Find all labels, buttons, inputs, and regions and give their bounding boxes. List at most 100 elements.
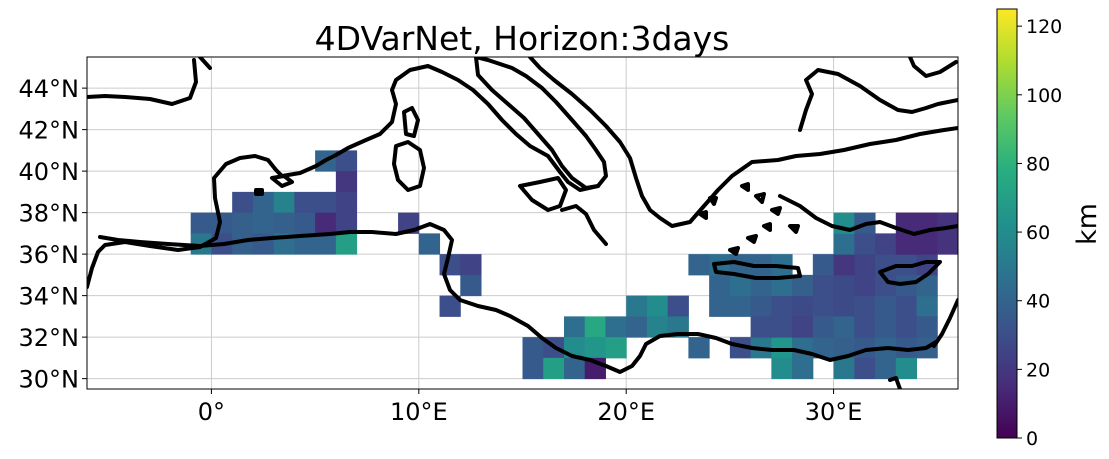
coastline-balkans: [528, 57, 958, 228]
heatmap-cell: [854, 316, 876, 338]
heatmap-cell: [626, 295, 648, 317]
heatmap-cell: [895, 274, 918, 297]
colorbar-label: km: [1072, 203, 1103, 245]
heatmap-cell: [460, 254, 482, 276]
heatmap-cell: [750, 274, 772, 297]
heatmap-cell: [563, 357, 586, 380]
colorbar-tick-label: 40: [1026, 291, 1050, 313]
colorbar-tick-label: 60: [1026, 222, 1050, 244]
heatmap-cell: [232, 212, 254, 234]
heatmap-cell: [812, 295, 835, 317]
colorbar-tick-label: 120: [1026, 16, 1062, 38]
heatmap-cell: [833, 316, 855, 338]
heatmap-cell: [605, 316, 627, 338]
coastline-sardinia: [392, 140, 426, 192]
heatmap-cell: [460, 274, 482, 297]
heatmap-cell: [605, 337, 627, 359]
heatmap-cell: [335, 212, 358, 234]
heatmap-cell: [543, 357, 565, 380]
coastline-crete: [712, 260, 802, 280]
heatmap-cell: [729, 274, 752, 297]
heatmap-cell: [771, 357, 793, 380]
heatmap-cell: [294, 212, 316, 234]
heatmap-cell: [833, 357, 855, 380]
heatmap-cell: [812, 254, 835, 276]
heatmap-cell: [916, 316, 938, 338]
heatmap-cell: [812, 316, 835, 338]
coastline-iberia-france: [87, 57, 608, 289]
heatmap-cell: [646, 295, 669, 317]
colorbar-tick-label: 80: [1026, 153, 1050, 175]
heatmap-cell: [792, 357, 814, 380]
plot-frame: [86, 56, 959, 390]
heatmap-cell: [273, 212, 295, 234]
colorbar-tick-label: 20: [1026, 359, 1050, 381]
heatmap-cell: [895, 295, 918, 317]
heatmap-cell: [688, 254, 710, 276]
heatmap-cell: [916, 233, 938, 255]
heatmap-cell: [584, 316, 606, 338]
heatmap-cell: [771, 274, 793, 297]
heatmap-cell: [895, 357, 918, 380]
heatmap-cell: [750, 316, 772, 338]
y-tick-label: 36°N: [19, 241, 80, 269]
heatmap-cell: [750, 295, 772, 317]
heatmap-cell: [232, 191, 254, 214]
x-tick-label: 30°E: [805, 398, 863, 426]
heatmap-cell: [709, 295, 731, 317]
heatmap-cell: [771, 316, 793, 338]
heatmap-cell: [335, 150, 358, 172]
heatmap-cell: [833, 337, 855, 359]
coastline-north-africa: [98, 222, 938, 374]
heatmap-cell: [252, 191, 275, 214]
heatmap-cell: [335, 191, 358, 214]
heatmap-cell: [709, 274, 731, 297]
heatmap-cell: [833, 274, 855, 297]
heatmap-cell: [792, 274, 814, 297]
heatmap-cell: [937, 233, 958, 255]
heatmap-cell: [771, 295, 793, 317]
heatmap-cell: [792, 295, 814, 317]
coastline-nile-delta: [888, 376, 902, 389]
heatmap-cell: [418, 233, 441, 255]
heatmap-cell: [190, 212, 212, 234]
heatmap-cell: [273, 191, 295, 214]
heatmap-cell: [895, 316, 918, 338]
heatmap-cell: [315, 212, 337, 234]
heatmap-cell: [522, 357, 544, 380]
coastline-italy: [474, 57, 608, 246]
heatmap-cell: [294, 233, 316, 255]
heatmap-cell: [875, 233, 897, 255]
y-tick-label: 30°N: [19, 366, 80, 394]
y-ticks: 30°N 32°N 34°N 36°N 38°N 40°N 42°N 44°N: [19, 75, 87, 394]
heatmap-cell: [792, 316, 814, 338]
coastline-turkey-levant: [778, 194, 958, 348]
heatmap-cell: [315, 191, 337, 214]
coastline-aegean-islands: [698, 182, 800, 256]
colorbar-ticks: 0 20 40 60 80 100 120: [1017, 16, 1062, 450]
y-tick-label: 38°N: [19, 200, 80, 228]
x-tick-label: 0°: [198, 398, 225, 426]
heatmap-cell: [252, 212, 275, 234]
heatmap-cell: [812, 337, 835, 359]
y-tick-label: 32°N: [19, 324, 80, 352]
heatmap-cell: [294, 191, 316, 214]
heatmap-cell: [563, 316, 586, 338]
coastlines: [87, 57, 958, 389]
heatmap-cell: [875, 357, 897, 380]
x-tick-label: 20°E: [597, 398, 655, 426]
heatmap-cell: [335, 233, 358, 255]
heatmap-cell: [688, 337, 710, 359]
coastline-corsica: [402, 106, 420, 138]
colorbar-tick-label: 0: [1026, 428, 1038, 450]
heatmap-cell: [211, 212, 233, 234]
heatmap-cell: [916, 295, 938, 317]
heatmap-cell: [854, 254, 876, 276]
heatmap-cell: [854, 295, 876, 317]
y-tick-label: 42°N: [19, 117, 80, 145]
heatmap-cell: [812, 274, 835, 297]
heatmap-cell: [895, 233, 918, 255]
map-title: 4DVarNet, Horizon:3days: [315, 19, 730, 58]
coastline-sicily: [518, 176, 568, 212]
y-tick-label: 34°N: [19, 283, 80, 311]
